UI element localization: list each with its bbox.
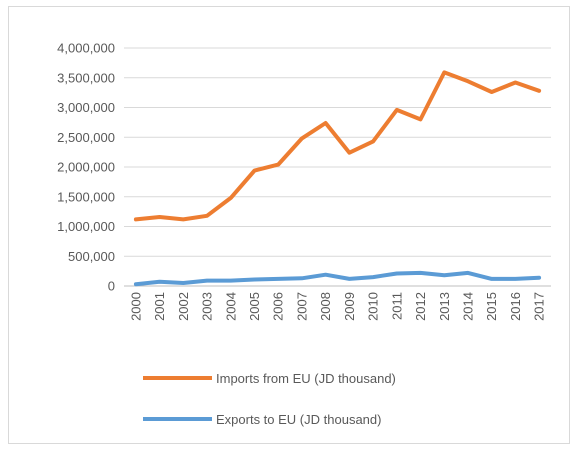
x-tick-label: 2004 bbox=[223, 292, 238, 321]
legend-label-exports: Exports to EU (JD thousand) bbox=[216, 412, 381, 427]
series-line-exports bbox=[133, 270, 542, 287]
series-lines bbox=[133, 70, 542, 287]
x-tick-label: 2014 bbox=[460, 292, 475, 321]
x-tick-label: 2016 bbox=[508, 292, 523, 321]
x-tick-label: 2005 bbox=[247, 292, 262, 321]
x-axis-tick-labels: 2000 2001 2002 2003 2004 2005 2006 2007 2008 2009… bbox=[128, 292, 546, 321]
x-tick-label: 2006 bbox=[271, 292, 286, 321]
x-tick-label: 2007 bbox=[294, 292, 309, 321]
x-tick-label: 2011 bbox=[389, 292, 404, 320]
y-tick-label: 2,000,000 bbox=[57, 160, 115, 175]
y-tick-label: 500,000 bbox=[68, 249, 115, 264]
y-tick-label: 1,500,000 bbox=[57, 189, 115, 204]
x-tick-label: 2009 bbox=[342, 292, 357, 321]
chart-frame bbox=[8, 6, 570, 444]
y-tick-label: 4,000,000 bbox=[57, 41, 115, 56]
y-tick-label: 1,000,000 bbox=[57, 219, 115, 234]
y-axis-tick-labels: 0 500,000 1,000,000 1,500,000 2,000,000 2,500… bbox=[57, 41, 115, 294]
y-tick-label: 3,000,000 bbox=[57, 100, 115, 115]
y-tick-label: 3,500,000 bbox=[57, 70, 115, 85]
x-tick-label: 2008 bbox=[318, 292, 333, 321]
x-tick-label: 2003 bbox=[200, 292, 215, 321]
y-tick-label: 2,500,000 bbox=[57, 130, 115, 145]
x-tick-label: 2012 bbox=[413, 292, 428, 321]
x-tick-label: 2010 bbox=[366, 292, 381, 321]
series-line-imports bbox=[133, 70, 542, 222]
y-tick-label: 0 bbox=[108, 279, 115, 294]
legend: Imports from EU (JD thousand) Exports to… bbox=[143, 371, 396, 427]
x-tick-label: 2000 bbox=[128, 292, 143, 321]
gridlines bbox=[124, 47, 551, 257]
x-tick-label: 2017 bbox=[532, 292, 547, 321]
x-tick-label: 2013 bbox=[437, 292, 452, 321]
x-tick-label: 2015 bbox=[484, 292, 499, 321]
x-tick-label: 2001 bbox=[152, 292, 167, 321]
legend-label-imports: Imports from EU (JD thousand) bbox=[216, 371, 396, 386]
x-tick-label: 2002 bbox=[176, 292, 191, 321]
